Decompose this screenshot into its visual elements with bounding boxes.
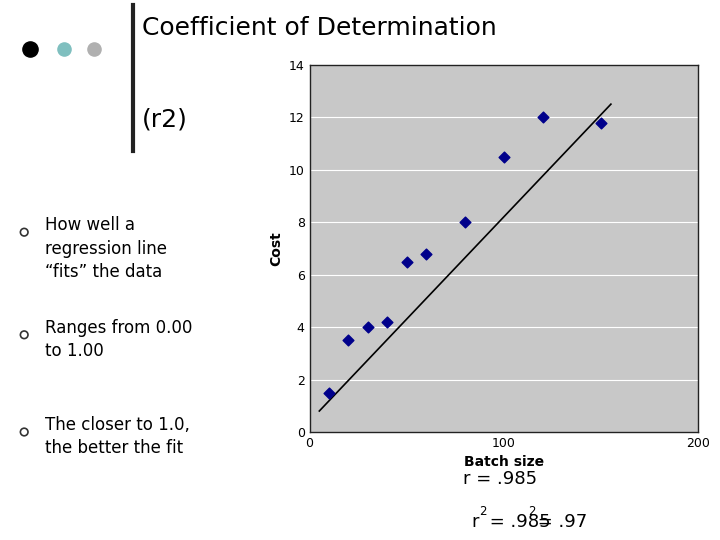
Text: 2: 2 bbox=[480, 505, 487, 518]
Y-axis label: Cost: Cost bbox=[269, 231, 283, 266]
Text: (r2): (r2) bbox=[142, 108, 188, 132]
X-axis label: Batch size: Batch size bbox=[464, 455, 544, 469]
Text: r: r bbox=[472, 513, 479, 531]
Point bbox=[362, 323, 374, 332]
Point bbox=[343, 336, 354, 345]
Point bbox=[420, 249, 432, 258]
Text: 2: 2 bbox=[528, 505, 535, 518]
Point bbox=[498, 152, 510, 161]
Text: r = .985: r = .985 bbox=[464, 470, 537, 488]
Point bbox=[401, 257, 413, 266]
Text: = .985: = .985 bbox=[484, 513, 551, 531]
Text: Coefficient of Determination: Coefficient of Determination bbox=[142, 16, 497, 40]
Text: The closer to 1.0,
the better the fit: The closer to 1.0, the better the fit bbox=[45, 416, 190, 457]
Point bbox=[595, 118, 607, 127]
Text: Ranges from 0.00
to 1.00: Ranges from 0.00 to 1.00 bbox=[45, 319, 193, 360]
Point bbox=[382, 318, 393, 326]
Point bbox=[459, 218, 471, 226]
Text: How well a
regression line
“fits” the data: How well a regression line “fits” the da… bbox=[45, 216, 167, 281]
Point bbox=[537, 113, 549, 122]
Point bbox=[323, 388, 335, 397]
Text: = .97: = .97 bbox=[532, 513, 588, 531]
